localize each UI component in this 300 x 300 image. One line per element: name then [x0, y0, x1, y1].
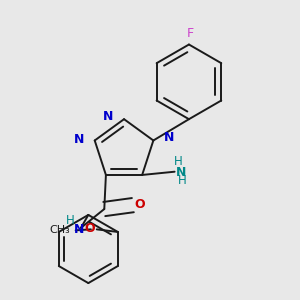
- Text: N: N: [176, 166, 187, 179]
- Text: CH₃: CH₃: [49, 225, 70, 235]
- Text: F: F: [187, 27, 194, 40]
- Text: O: O: [84, 222, 95, 235]
- Text: H: H: [66, 214, 75, 227]
- Text: N: N: [164, 131, 174, 144]
- Text: N: N: [74, 223, 85, 236]
- Text: H: H: [178, 174, 187, 187]
- Text: O: O: [135, 198, 145, 211]
- Text: N: N: [103, 110, 114, 123]
- Text: N: N: [74, 133, 84, 146]
- Text: H: H: [174, 155, 183, 169]
